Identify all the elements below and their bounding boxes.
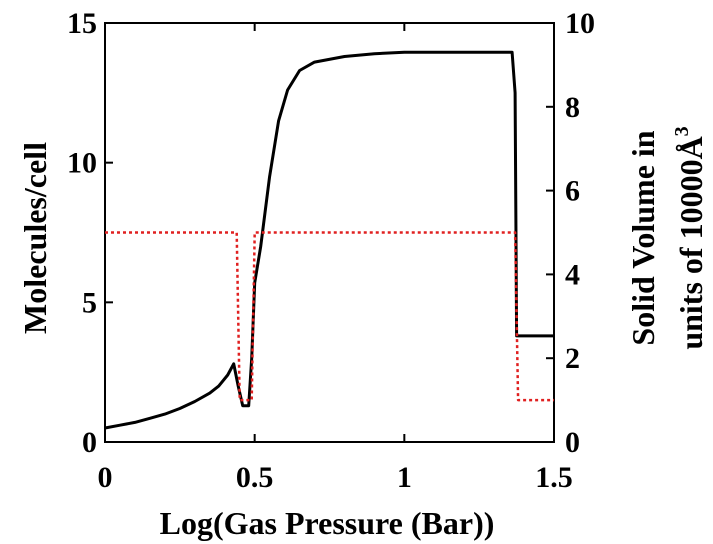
x-tick-label: 0 xyxy=(98,461,113,494)
right-axis-title-text: units of 10000Å xyxy=(673,136,709,349)
left-axis-title: Molecules/cell xyxy=(17,142,53,334)
y-right-tick-label: 10 xyxy=(565,7,595,40)
y-left-tick-label: 15 xyxy=(67,7,97,40)
series-layer xyxy=(104,50,554,430)
y-right-tick-label: 8 xyxy=(565,91,580,124)
x-tick-label: 0.5 xyxy=(236,461,274,494)
right-axis-title-superscript: 3 xyxy=(671,126,693,136)
right-axis-title-line2: units of 10000Å3 xyxy=(671,126,709,349)
y-right-tick-label: 4 xyxy=(565,258,580,291)
right-axis-title-line1: Solid Volume in xyxy=(625,130,661,345)
y-left-tick-label: 0 xyxy=(82,426,97,459)
y-right-tick-label: 2 xyxy=(565,342,580,375)
y-left-tick-label: 10 xyxy=(67,147,97,180)
y-right-tick-label: 0 xyxy=(565,426,580,459)
molecules-series-line xyxy=(104,50,554,430)
x-axis-title: Log(Gas Pressure (Bar)) xyxy=(160,505,495,541)
svg-text:units of 10000Å3: units of 10000Å3 xyxy=(671,126,709,349)
y-right-tick-label: 6 xyxy=(565,175,580,208)
x-tick-label: 1 xyxy=(397,461,412,494)
solid-volume-series-line xyxy=(105,231,554,402)
y-left-tick-label: 5 xyxy=(82,286,97,319)
x-tick-label: 1.5 xyxy=(535,461,573,494)
